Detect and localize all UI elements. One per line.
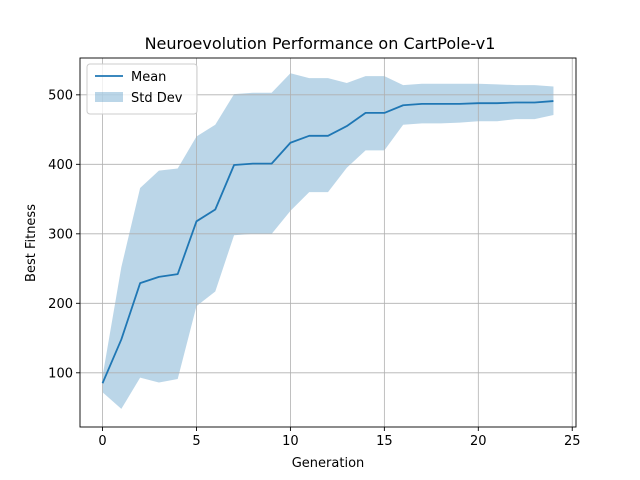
chart-title: Neuroevolution Performance on CartPole-v… <box>145 34 496 53</box>
y-tick-label: 200 <box>48 297 73 312</box>
plot-frame <box>79 57 577 428</box>
y-tick-label: 500 <box>48 88 73 103</box>
x-tick-label: 20 <box>470 434 487 449</box>
y-tick-label: 300 <box>48 227 73 242</box>
std-dev-band <box>102 73 554 409</box>
plot-area <box>80 58 576 427</box>
x-tick-label: 10 <box>282 434 299 449</box>
y-axis-label: Best Fitness <box>24 204 39 282</box>
legend-mean-label: Mean <box>131 70 166 85</box>
axes: 0 5 10 15 20 25 100 200 300 400 500 <box>48 57 581 449</box>
mean-line <box>101 100 554 384</box>
x-tick-label: 25 <box>564 434 581 449</box>
legend-std-swatch <box>95 92 123 102</box>
legend: Mean Std Dev <box>86 63 198 115</box>
y-tick-label: 100 <box>48 366 73 381</box>
x-tick-label: 15 <box>376 434 393 449</box>
x-axis-label: Generation <box>292 456 365 471</box>
x-tick-label: 5 <box>192 434 200 449</box>
legend-std-label: Std Dev <box>131 91 183 106</box>
y-tick-label: 400 <box>48 158 73 173</box>
x-tick-label: 0 <box>98 434 106 449</box>
